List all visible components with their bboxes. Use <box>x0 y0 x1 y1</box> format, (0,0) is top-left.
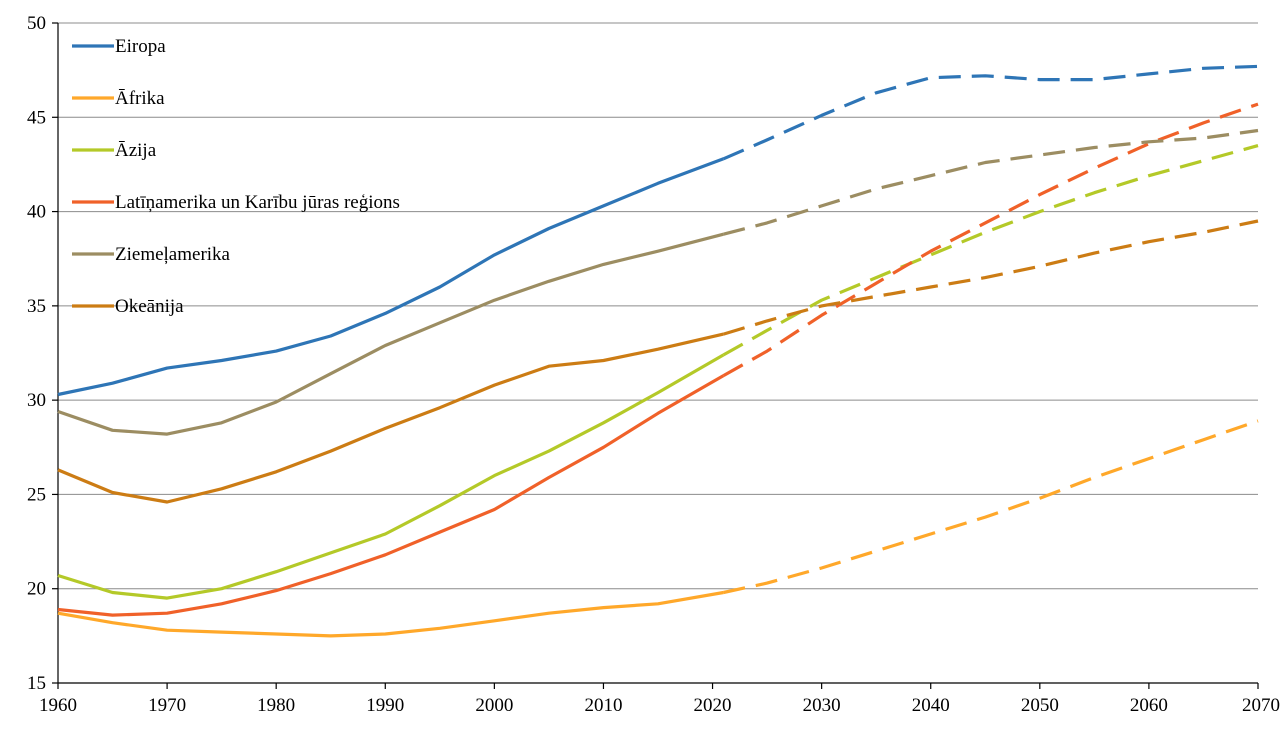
series-line-projection <box>723 128 1259 236</box>
series-group <box>57 102 1259 617</box>
x-tick-label: 2020 <box>694 695 732 716</box>
series-line-historical <box>57 374 725 617</box>
x-tick-label: 2040 <box>912 695 950 716</box>
legend-item: Āzija <box>72 140 157 161</box>
y-tick-label: 20 <box>27 579 46 600</box>
series-line-projection <box>722 102 1259 377</box>
legend-label: Latīņamerika un Karību jūras reģions <box>115 192 400 213</box>
x-tick-label: 2070 <box>1242 695 1280 716</box>
series-line-historical <box>57 157 725 397</box>
y-tick-label: 30 <box>27 390 46 411</box>
legend-label: Āzija <box>115 140 157 161</box>
series-group <box>57 144 1259 600</box>
y-tick-label: 40 <box>27 202 46 223</box>
legend-item: Ziemeļamerika <box>72 244 231 265</box>
series-group <box>57 128 1259 436</box>
series-line-historical <box>57 353 725 600</box>
legend-label: Āfrika <box>115 88 165 109</box>
x-tick-label: 2060 <box>1130 695 1168 716</box>
x-tick-label: 2030 <box>803 695 841 716</box>
series-line-historical <box>57 332 724 504</box>
x-tick-label: 2010 <box>584 695 622 716</box>
legend-label: Ziemeļamerika <box>115 244 231 265</box>
x-tick-label: 2050 <box>1021 695 1059 716</box>
legend: Eiropa Āfrika Āzija Latīņamerika un Karību … <box>72 36 400 317</box>
legend-label: Okeānija <box>115 296 184 317</box>
y-tick-label: 35 <box>27 296 46 317</box>
x-tick-label: 2000 <box>475 695 513 716</box>
legend-item: Latīņamerika un Karību jūras reģions <box>72 192 400 213</box>
series-group <box>57 219 1259 504</box>
series-line-historical <box>57 232 724 436</box>
series-line-projection <box>723 219 1259 336</box>
grid-layer <box>58 22 1258 590</box>
x-tick-label: 1990 <box>366 695 404 716</box>
y-tick-label: 15 <box>27 673 46 694</box>
series-line-projection <box>722 64 1259 161</box>
x-tick-label: 1970 <box>148 695 186 716</box>
legend-label: Eiropa <box>115 36 166 57</box>
x-tick-label: 1980 <box>257 695 295 716</box>
series-group <box>57 419 1259 638</box>
legend-item: Okeānija <box>72 296 184 317</box>
series-line-projection <box>723 419 1259 595</box>
legend-item: Eiropa <box>72 36 166 57</box>
x-tick-label: 1960 <box>39 695 77 716</box>
y-tick-label: 25 <box>27 484 46 505</box>
y-tick-label: 50 <box>27 13 46 34</box>
legend-item: Āfrika <box>72 88 165 109</box>
series-line-historical <box>57 590 724 638</box>
axis-layer: 15 20 25 30 35 40 45 50 1960 1970 1980 1990 2000 2010… <box>27 13 1280 716</box>
series-group <box>57 64 1259 397</box>
series-layer <box>57 64 1259 638</box>
y-tick-label: 45 <box>27 107 46 128</box>
series-line-projection <box>722 144 1259 357</box>
